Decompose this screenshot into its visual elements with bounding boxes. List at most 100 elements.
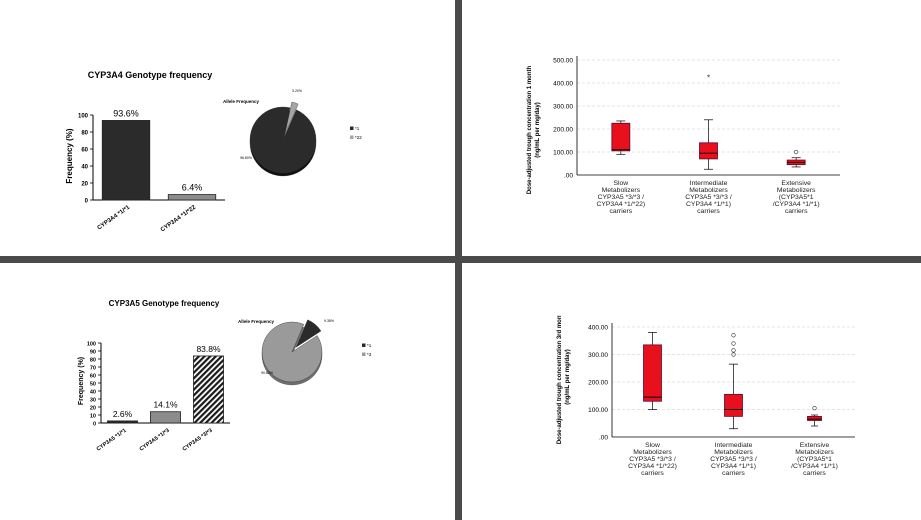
legend-label: *1 [367,343,372,348]
y-tick-label: 40 [81,165,88,171]
category-label-line: Slow [645,442,660,449]
pie-slice-22 [284,101,299,135]
chart-title: CYP3A5 Genotype frequency [109,299,220,308]
outlier-point [731,341,736,346]
pie-slice-1 [295,319,322,348]
y-tick-label: 200.00 [588,380,608,387]
legend-swatch [350,135,354,139]
y-tick-label: .00 [599,435,608,442]
bar [107,420,138,424]
category-label-line: CYP3A4 *1/*1) [711,463,756,470]
y-tick-label: 500.00 [553,58,573,65]
plot-area: 0 10 20 30 40 50 60 70 80 90 100 2.6% CYP3A5 *1/*1 14… [87,342,230,453]
y-tick-label: 10 [90,414,96,420]
pie-area: 90.62% 9.38% *1 *3 [261,319,372,386]
outlier-point [731,352,736,357]
outlier-point [731,348,736,353]
y-tick-label: 80 [90,358,96,364]
chart-title: CYP3A4 Genotype frequency [88,70,213,80]
y-tick-label: .00 [564,173,573,180]
category-label-line: carriers [641,470,664,475]
category-label-line: carriers [803,470,826,475]
box-plot-1-month: Dose-adjusted trough concentration 1 mon… [527,56,840,215]
category-label-line: Slow [613,180,628,187]
y-tick-label: 90 [90,350,96,356]
outlier-point [812,406,817,411]
category-label-line: carriers [697,208,720,215]
category-label-line: /CYP3A4 *1/*1) [791,463,838,470]
y-tick-label: 70 [90,366,96,372]
category-label-line: /CYP3A4 *1/*1) [773,201,820,208]
y-tick-label: 20 [90,406,96,412]
y-axis-label: Frequency (%) [65,128,74,183]
y-tick-label: 40 [90,390,96,396]
category-label-line: Intermediate [715,442,753,449]
category-label: CYP3A4 *1/*22 [160,204,198,233]
category-label-line: (CYP3A5*1 [797,456,832,463]
legend-swatch [362,343,366,347]
y-axis-label-line2: (ng/mL per mg/day) [565,349,571,405]
category-label-line: Extensive [781,180,811,187]
y-tick-label: 100 [78,114,89,120]
outlier-point [794,149,799,155]
slice-label: 96.80% [240,156,252,160]
legend-swatch [362,352,366,356]
data-label: 14.1% [153,400,178,410]
y-tick-label: 200.00 [553,127,573,134]
category-label-line: Intermediate [690,180,728,187]
y-tick-label: 400.00 [553,81,573,88]
category-label-line: CYP3A4 *1/*22) [628,463,677,470]
y-tick-label: 60 [81,148,88,154]
outlier-point [731,333,736,338]
category-label: CYP3A5 *1/*3 [139,428,171,453]
cyp3a5-bar-chart: CYP3A5 Genotype frequency Frequency (%) … [78,299,230,453]
cyp3a4-allele-pie: Allele Frequency 96.80% 3.20% *1 *22 [223,89,362,177]
category-label-line: CYP3A5 *3/*3 / [685,194,732,201]
y-tick-label: 20 [81,182,88,188]
category-label-line: CYP3A5 *3/*3 / [629,456,676,463]
y-tick-label: 60 [90,374,96,380]
cyp3a5-allele-pie: Allele Frequency 90.62% 9.38% *1 *3 [238,319,372,386]
data-label: 2.6% [113,409,133,419]
slice-label: 9.38% [324,319,334,323]
box [807,415,822,421]
y-tick-label: 100.00 [588,407,608,414]
y-tick-label: 0 [93,422,96,428]
category-label: CYP3A5 *1/*1 [96,428,128,453]
category-label-line: Metabolizers [777,187,816,194]
box [611,122,631,152]
pie-area: 96.80% 3.20% *1 *22 [240,89,362,177]
pie-slice-3 [261,321,323,383]
legend-swatch [350,126,354,130]
box [724,393,743,417]
pie-slice-1 [249,106,317,174]
pie-title: Allele Frequency [238,319,275,324]
category-label-line: carriers [722,470,745,475]
box-plot-3rd-month: Dose-adjusted trough concentration 3rd m… [557,315,855,475]
data-label: 93.6% [113,108,139,118]
y-axis-label-line1: Dose-adjusted trough concentration 1 mon… [527,65,533,194]
horizontal-divider [0,256,921,263]
category-label-line: Metabolizers [714,449,753,456]
plot-area: .00100.00200.00300.00400.00SlowMetaboliz… [588,323,855,475]
slice-label: 3.20% [292,89,302,93]
category-label-line: CYP3A5 *3/*3 / [598,194,645,201]
y-tick-label: 100 [87,342,96,348]
bar [193,355,224,424]
category-label-line: Metabolizers [795,449,834,456]
plot-area: 0 20 40 60 80 100 93.6% CYP3A4 *1/*1 6.4% CYP3A4 … [78,108,225,233]
y-tick-label: 50 [90,382,96,388]
category-label-line: CYP3A5 *3/*3 / [710,456,757,463]
data-label: 83.8% [196,344,221,354]
category-label-line: carriers [785,208,808,215]
y-axis-label: Frequency (%) [78,357,85,405]
category-label-line: CYP3A4 *1/*1) [686,201,731,208]
y-tick-label: 400.00 [588,325,608,332]
y-tick-label: 100.00 [553,150,573,157]
y-tick-label: 300.00 [553,104,573,111]
legend-label: *3 [367,352,372,357]
bar [150,411,181,424]
category-label: CYP3A5 *3/*3 [182,428,214,453]
category-label-line: Metabolizers [633,449,672,456]
slice-label: 90.62% [261,371,273,375]
